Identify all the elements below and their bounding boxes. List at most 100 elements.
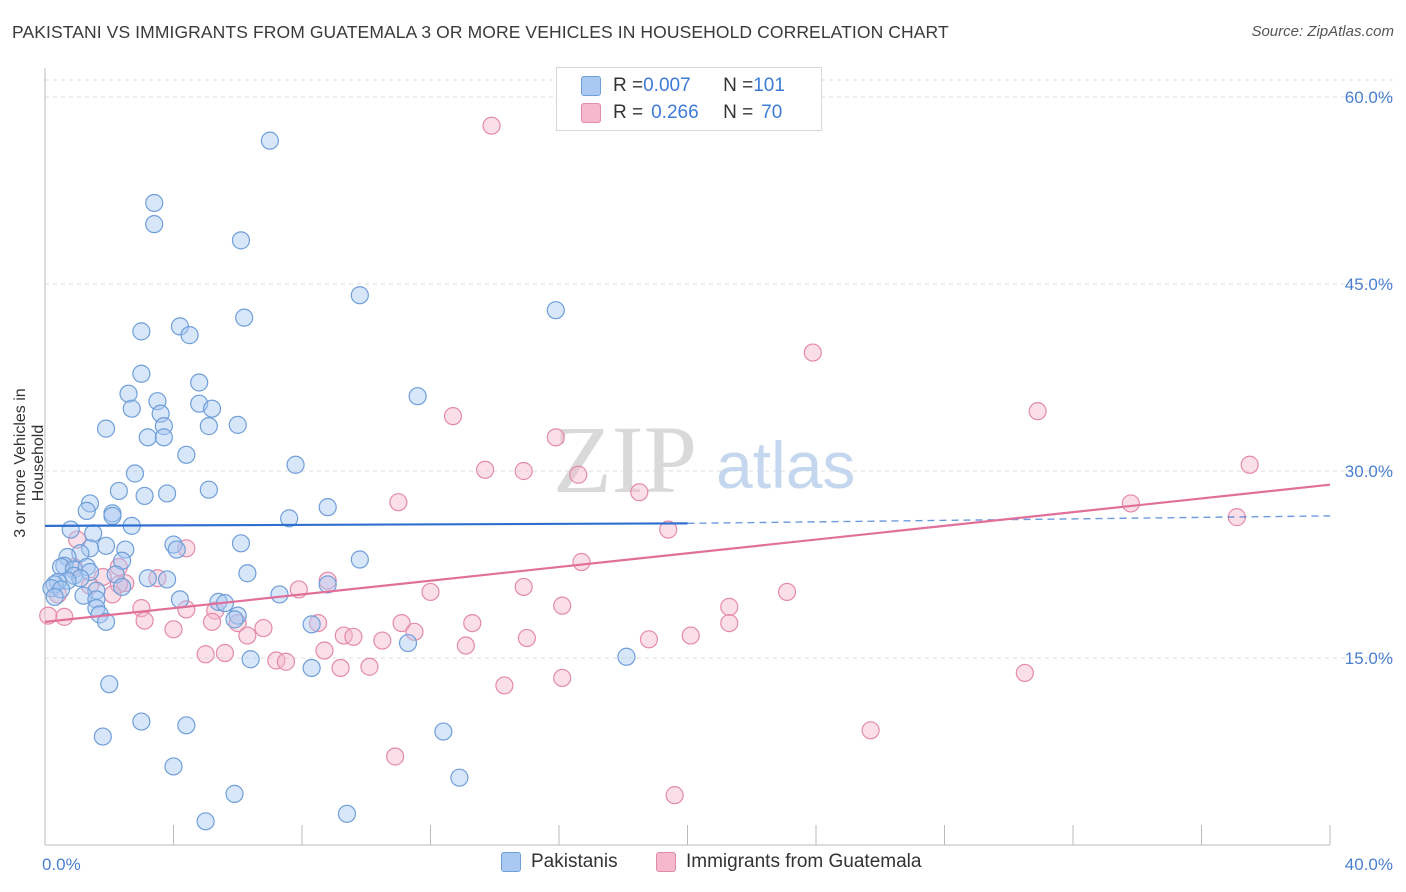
data-point-pakistanis: [337, 804, 357, 823]
data-point-pakistanis: [286, 455, 305, 474]
data-point-guatemala: [39, 606, 58, 625]
data-point-pakistanis: [154, 428, 173, 447]
data-point-pakistanis: [103, 506, 122, 525]
data-point-guatemala: [1240, 455, 1259, 474]
data-point-guatemala: [456, 636, 475, 655]
y-tick-label: 45.0%: [1345, 275, 1393, 294]
data-point-pakistanis: [318, 575, 337, 594]
data-point-guatemala: [553, 668, 572, 688]
data-point-pakistanis: [270, 585, 289, 604]
legend-swatch-blue: [581, 76, 601, 96]
data-point-guatemala: [639, 630, 659, 649]
data-point-pakistanis: [145, 215, 164, 234]
data-point-guatemala: [196, 645, 215, 664]
data-point-pakistanis: [93, 727, 112, 746]
data-point-guatemala: [463, 613, 482, 633]
data-point-pakistanis: [157, 484, 177, 503]
data-point-pakistanis: [350, 550, 369, 569]
data-point-pakistanis: [546, 301, 565, 320]
data-point-guatemala: [514, 577, 533, 597]
data-point-guatemala: [569, 465, 588, 484]
legend-swatch-pink: [656, 852, 676, 872]
data-point-pakistanis: [170, 590, 190, 609]
stats-legend: R = 0.007 N = 101 R = 0.266 N = 70: [556, 67, 822, 131]
data-point-pakistanis: [231, 231, 251, 250]
series-legend: Pakistanis Immigrants from Guatemala: [0, 851, 1406, 877]
tick-labels: 15.0% 30.0% 45.0% 60.0% 0.0% 40.0%: [42, 88, 1393, 874]
data-point-pakistanis: [138, 428, 157, 447]
watermark-atlas: atlas: [716, 428, 855, 502]
data-point-pakistanis: [228, 415, 247, 434]
data-point-pakistanis: [199, 480, 218, 499]
data-point-pakistanis: [450, 768, 469, 787]
legend-n-value: 101: [753, 75, 785, 96]
y-tick-label: 30.0%: [1345, 462, 1393, 481]
data-point-guatemala: [421, 582, 440, 602]
legend-item-pakistanis: Pakistanis: [501, 851, 618, 873]
data-point-guatemala: [546, 428, 565, 447]
data-point-pakistanis: [164, 757, 183, 776]
data-point-pakistanis: [96, 536, 116, 555]
axes: [44, 68, 1331, 846]
data-point-pakistanis: [96, 612, 116, 631]
legend-r-label: R =: [613, 75, 644, 96]
data-point-guatemala: [267, 651, 286, 670]
series-guatemala-points: [39, 116, 1259, 805]
data-point-guatemala: [476, 460, 495, 479]
data-point-pakistanis: [145, 193, 164, 213]
data-point-pakistanis: [199, 417, 218, 436]
data-point-guatemala: [331, 658, 350, 678]
data-point-guatemala: [202, 612, 222, 631]
data-point-pakistanis: [241, 650, 260, 669]
trend-line-guatemala: [44, 483, 1331, 623]
data-point-guatemala: [659, 520, 678, 539]
data-point-guatemala: [482, 116, 501, 135]
legend-n-value: 70: [761, 102, 783, 123]
data-point-guatemala: [495, 676, 514, 695]
data-point-pakistanis: [45, 587, 64, 607]
data-point-pakistanis: [318, 498, 337, 517]
legend-row-guatemala: R = 0.266 N = 70: [581, 100, 782, 126]
data-point-pakistanis: [260, 131, 279, 150]
data-point-guatemala: [1015, 663, 1034, 683]
y-tick-label: 60.0%: [1345, 88, 1393, 107]
data-point-pakistanis: [116, 540, 135, 559]
data-point-guatemala: [344, 627, 363, 646]
data-point-guatemala: [553, 596, 572, 615]
data-point-guatemala: [443, 407, 463, 426]
data-point-pakistanis: [132, 364, 151, 383]
data-point-guatemala: [389, 493, 408, 512]
data-point-guatemala: [861, 721, 880, 740]
legend-r-value: 0.007: [643, 75, 691, 96]
data-point-guatemala: [1028, 402, 1047, 421]
data-point-pakistanis: [132, 712, 151, 731]
data-point-guatemala: [215, 643, 234, 663]
data-point-guatemala: [373, 631, 392, 650]
data-point-pakistanis: [132, 322, 151, 341]
x-tick-label: 40.0%: [1345, 855, 1393, 874]
data-point-guatemala: [630, 483, 649, 502]
data-point-pakistanis: [434, 722, 453, 741]
data-point-pakistanis: [167, 540, 186, 559]
data-point-pakistanis: [119, 384, 138, 403]
data-point-pakistanis: [77, 557, 96, 577]
chart-title: PAKISTANI VS IMMIGRANTS FROM GUATEMALA 3…: [12, 22, 949, 42]
data-point-pakistanis: [231, 534, 251, 553]
legend-n-label: N =: [723, 75, 754, 96]
legend-n-label: N =: [723, 102, 754, 123]
data-point-guatemala: [109, 575, 128, 594]
data-point-guatemala: [148, 569, 167, 588]
data-point-pakistanis: [51, 580, 71, 599]
data-point-guatemala: [308, 613, 328, 633]
watermark: ZIP atlas: [553, 406, 855, 513]
data-point-pakistanis: [302, 615, 321, 634]
data-point-guatemala: [276, 652, 296, 671]
data-point-guatemala: [681, 626, 700, 645]
data-point-pakistanis: [164, 535, 183, 554]
data-point-pakistanis: [84, 524, 103, 543]
data-point-pakistanis: [122, 399, 141, 418]
legend-row-pakistanis: R = 0.007 N = 101: [581, 73, 785, 99]
source-label: Source: ZipAtlas.com: [1251, 23, 1394, 40]
x-tick-label: 0.0%: [42, 855, 81, 874]
